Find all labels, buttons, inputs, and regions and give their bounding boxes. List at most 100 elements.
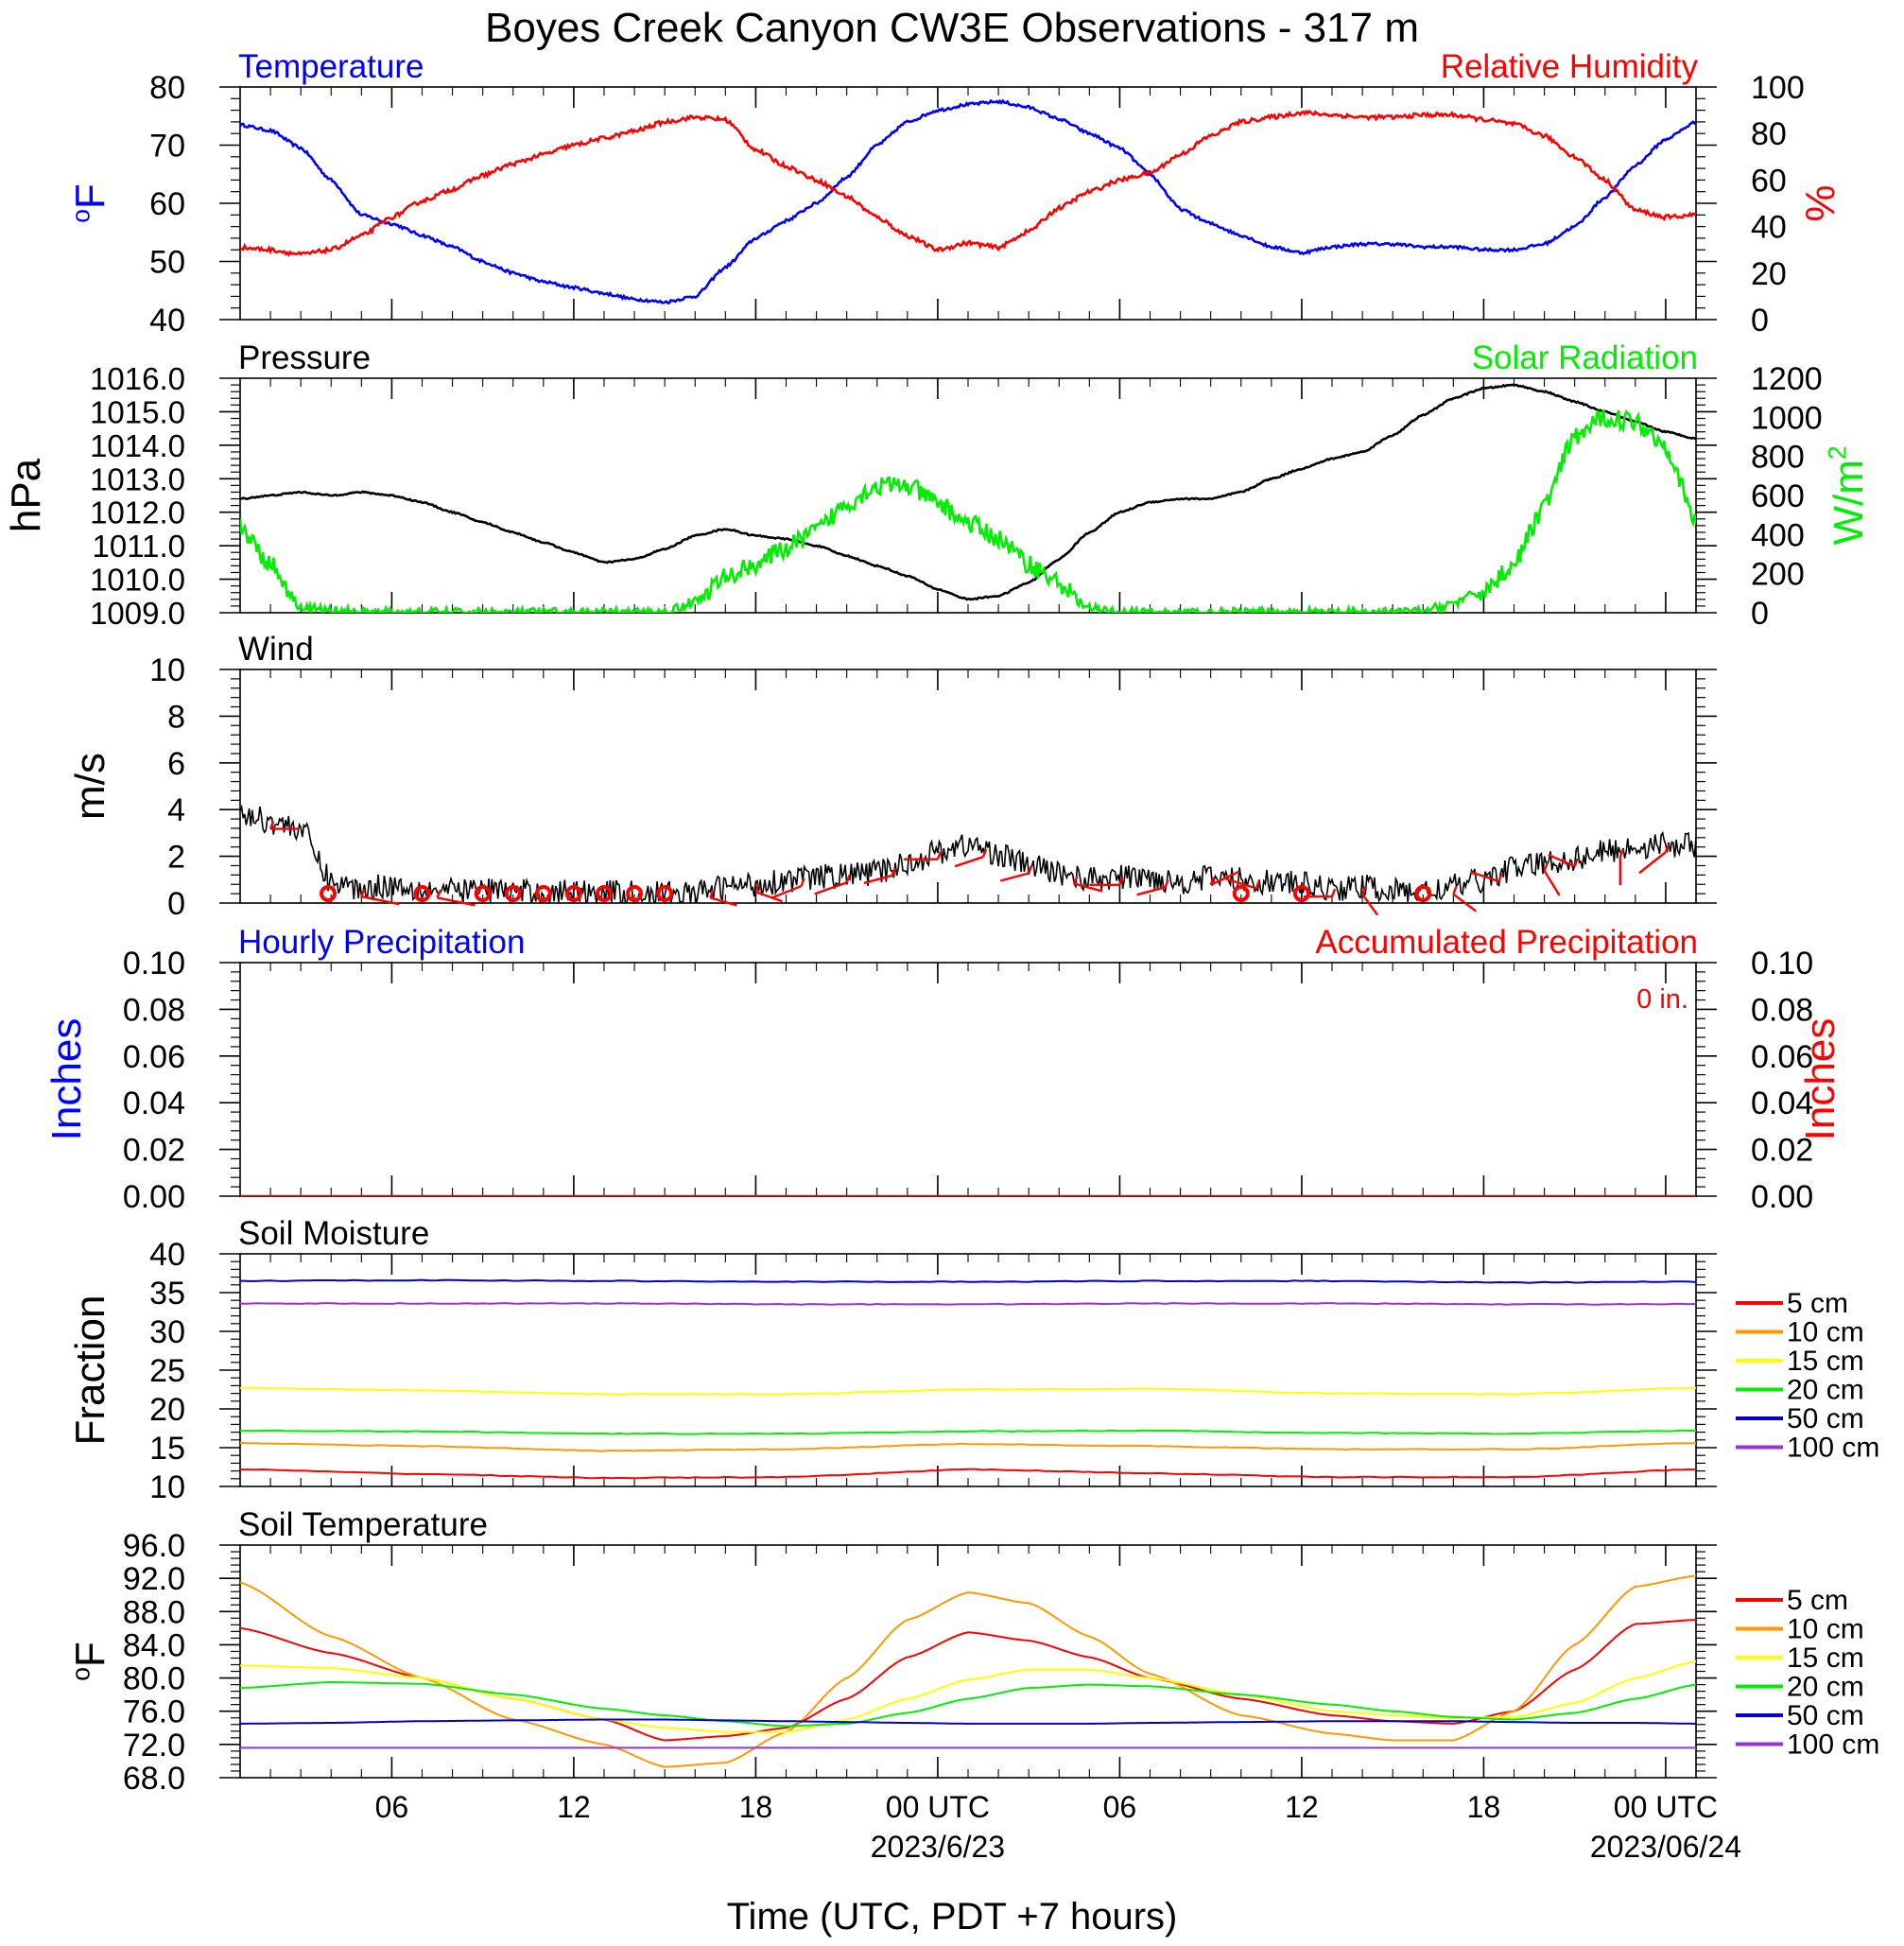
series-line-1 xyxy=(240,109,1696,258)
x-tick-label: 18 xyxy=(739,1790,773,1824)
y-tick-label: 1010.0 xyxy=(90,563,185,598)
y-tick-label: 72.0 xyxy=(123,1728,185,1764)
calm-wind-marker xyxy=(1232,885,1250,902)
y-tick-label: 80 xyxy=(149,70,185,106)
x-axis: 06 12 18 00 UTC 2023/6/23 06 12 18 00 UTC 2023/06… xyxy=(375,1790,1741,1864)
x-date-label: 2023/06/24 xyxy=(1590,1830,1741,1864)
calm-wind-marker xyxy=(413,885,431,902)
legend-label: 50 cm xyxy=(1787,1700,1864,1731)
wind-barb xyxy=(1225,877,1257,890)
wind-barb xyxy=(755,891,783,903)
calm-wind-marker xyxy=(564,885,582,902)
series-line-4 xyxy=(240,1718,1696,1725)
wind-barb-flag xyxy=(1573,858,1579,867)
y-tick-label: 1013.0 xyxy=(90,461,185,496)
y-tick-label: 2 xyxy=(167,840,185,876)
wind-barb xyxy=(1361,894,1379,916)
y-tick-label: 76.0 xyxy=(123,1694,185,1730)
y-tick-label: 40 xyxy=(149,303,185,339)
x-tick-label: 00 UTC xyxy=(1614,1790,1718,1824)
series-line-0 xyxy=(240,98,1696,304)
svg-text:hPa: hPa xyxy=(3,458,49,532)
y-axis-title-right: Inches xyxy=(1797,1018,1843,1141)
wind-barb xyxy=(1210,870,1240,886)
panel-title-left: Hourly Precipitation xyxy=(238,924,525,961)
series-group xyxy=(240,383,1696,613)
y2-tick-label: 1200 xyxy=(1751,361,1823,397)
calm-wind-marker xyxy=(474,885,492,902)
y2-tick-label: 400 xyxy=(1751,517,1805,553)
series-line-1 xyxy=(240,1441,1696,1452)
y-tick-label: 20 xyxy=(149,1392,185,1428)
wind-barb xyxy=(361,895,400,906)
panel-title-right: Relative Humidity xyxy=(1441,48,1699,85)
y2-tick-label: 60 xyxy=(1751,163,1787,199)
calm-wind-marker xyxy=(504,885,522,902)
y-tick-label: 10 xyxy=(149,652,185,688)
series-line-4 xyxy=(240,1278,1696,1284)
y2-tick-label: 0 xyxy=(1751,303,1769,339)
y-tick-label: 15 xyxy=(149,1431,185,1467)
legend-label: 100 cm xyxy=(1787,1729,1879,1761)
series-group xyxy=(240,1574,1696,1768)
y2-tick-label: 0.00 xyxy=(1751,1179,1813,1215)
y-tick-label: 8 xyxy=(167,699,185,735)
series-line-1 xyxy=(240,1574,1696,1768)
series-line-3 xyxy=(240,1429,1696,1435)
wind-barb-flag xyxy=(1118,877,1124,886)
y-tick-label: 80.0 xyxy=(123,1661,185,1697)
legend-label: 10 cm xyxy=(1787,1614,1864,1645)
svg-text:oF: oF xyxy=(67,183,113,223)
calm-wind-marker xyxy=(320,885,338,902)
wind-barb-flag xyxy=(1360,886,1367,895)
wind-barb-flag xyxy=(1028,865,1033,874)
y-tick-label: 0 xyxy=(167,886,185,922)
panel-title-right: Solar Radiation xyxy=(1472,339,1698,376)
x-tick-label: 12 xyxy=(557,1790,591,1824)
y-axis-title-left: Inches xyxy=(43,1018,90,1141)
y-tick-label: 0.04 xyxy=(123,1086,185,1121)
svg-text:%: % xyxy=(1797,184,1843,221)
y-tick-label: 10 xyxy=(149,1469,185,1505)
series-line-1 xyxy=(240,408,1696,613)
legend-label: 15 cm xyxy=(1787,1642,1864,1674)
wind-barb-flag xyxy=(1330,888,1337,897)
y-tick-label: 96.0 xyxy=(123,1528,185,1564)
y-tick-label: 68.0 xyxy=(123,1761,185,1797)
wind-barb-flag xyxy=(360,888,366,897)
wind-barb-flag xyxy=(436,889,441,898)
legend-label: 20 cm xyxy=(1787,1672,1864,1703)
y-tick-label: 1014.0 xyxy=(90,428,185,463)
series-line-5 xyxy=(240,1302,1696,1306)
wind-barb-flag xyxy=(1664,843,1670,853)
svg-text:oF: oF xyxy=(67,1642,113,1681)
y-tick-label: 1009.0 xyxy=(90,596,185,631)
legend-label: 50 cm xyxy=(1787,1403,1864,1434)
wind-barb-flag xyxy=(1255,880,1260,889)
y-tick-label: 1015.0 xyxy=(90,394,185,429)
y-axis-title-left: Fraction xyxy=(67,1295,113,1446)
wind-barb-flag xyxy=(1073,876,1079,885)
legend-label: 15 cm xyxy=(1787,1346,1864,1377)
y-tick-label: 50 xyxy=(149,245,185,281)
wind-barb-flag xyxy=(936,851,943,860)
series-line-0 xyxy=(240,383,1696,601)
legend-label: 5 cm xyxy=(1787,1585,1848,1616)
x-tick-label: 06 xyxy=(375,1790,409,1824)
y-axis-title-right: W/m2 xyxy=(1823,445,1872,545)
y2-tick-label: 800 xyxy=(1751,440,1805,476)
y-tick-label: 60 xyxy=(149,186,185,222)
panel-0: 40 50 60 70 80 0 20 40 60 80 100 Temperature Relativ… xyxy=(67,48,1843,339)
y-tick-label: 92.0 xyxy=(123,1561,185,1597)
calm-wind-marker xyxy=(1414,885,1432,902)
series-line-2 xyxy=(240,1386,1696,1396)
y-axis-title-left: oF xyxy=(67,183,113,223)
y-tick-label: 1016.0 xyxy=(90,361,185,396)
wind-barb xyxy=(999,872,1030,882)
series-group xyxy=(240,98,1696,304)
wind-barb xyxy=(1638,851,1667,875)
calm-wind-marker xyxy=(534,885,552,902)
y-tick-label: 88.0 xyxy=(123,1594,185,1630)
